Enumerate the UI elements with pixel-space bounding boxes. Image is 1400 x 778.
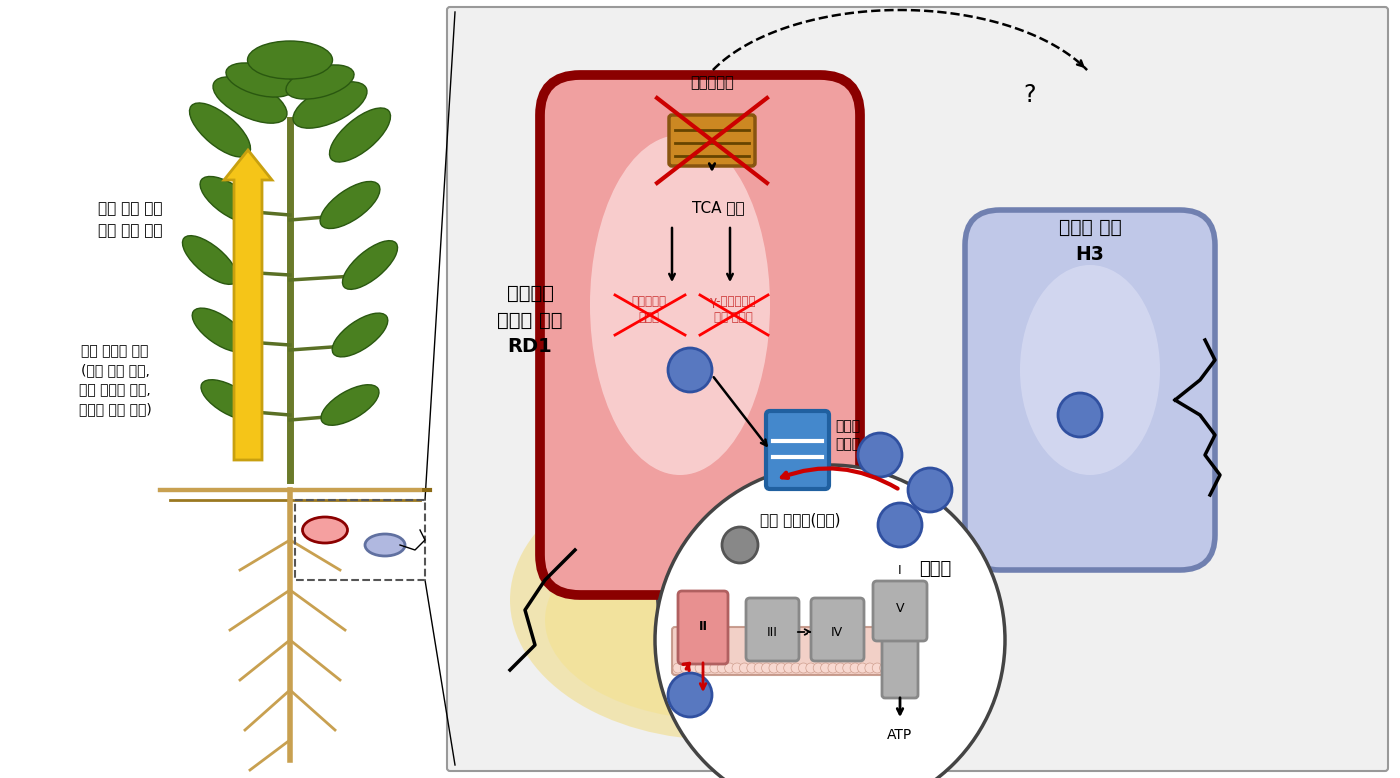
Ellipse shape — [321, 385, 379, 426]
Ellipse shape — [302, 517, 347, 543]
Ellipse shape — [589, 135, 770, 475]
Circle shape — [668, 348, 713, 392]
Circle shape — [739, 663, 749, 673]
Ellipse shape — [248, 41, 333, 79]
Text: TCA 회로: TCA 회로 — [692, 200, 745, 215]
FancyBboxPatch shape — [874, 581, 927, 641]
Text: 난배양성
수혜자 세균
RD1: 난배양성 수혜자 세균 RD1 — [497, 284, 563, 356]
Circle shape — [798, 663, 808, 673]
Circle shape — [865, 663, 875, 673]
Circle shape — [791, 663, 801, 673]
Circle shape — [696, 663, 706, 673]
Circle shape — [668, 673, 713, 717]
Circle shape — [680, 663, 690, 673]
Circle shape — [722, 527, 757, 563]
Circle shape — [858, 433, 902, 477]
Ellipse shape — [321, 181, 379, 229]
Ellipse shape — [545, 520, 895, 720]
Circle shape — [857, 663, 868, 673]
Text: ATP: ATP — [888, 728, 913, 742]
Ellipse shape — [225, 63, 294, 97]
Circle shape — [703, 663, 713, 673]
Circle shape — [872, 663, 882, 673]
FancyBboxPatch shape — [669, 115, 755, 166]
Text: II: II — [699, 621, 707, 633]
Circle shape — [1058, 393, 1102, 437]
Circle shape — [732, 663, 742, 673]
Text: 전자 전달계(호흡): 전자 전달계(호흡) — [760, 513, 840, 527]
Ellipse shape — [329, 108, 391, 162]
Circle shape — [769, 663, 778, 673]
Text: γ-아미노뷰티
르산 우회로: γ-아미노뷰티 르산 우회로 — [710, 295, 756, 324]
Circle shape — [836, 663, 846, 673]
Ellipse shape — [343, 240, 398, 289]
Ellipse shape — [365, 534, 405, 556]
Ellipse shape — [286, 65, 354, 99]
Ellipse shape — [182, 236, 238, 284]
Circle shape — [710, 663, 720, 673]
Circle shape — [784, 663, 794, 673]
Ellipse shape — [202, 380, 259, 420]
Circle shape — [827, 663, 839, 673]
Circle shape — [777, 663, 787, 673]
Circle shape — [909, 468, 952, 512]
Text: 식물 면역 증진
식물 생육 촉진: 식물 면역 증진 식물 생육 촉진 — [98, 202, 162, 239]
Text: 숙신산: 숙신산 — [918, 560, 951, 578]
Circle shape — [687, 663, 697, 673]
Ellipse shape — [293, 82, 367, 128]
FancyBboxPatch shape — [766, 411, 829, 489]
Text: I: I — [899, 563, 902, 576]
Text: 양분수송체: 양분수송체 — [690, 75, 734, 90]
Ellipse shape — [189, 103, 251, 157]
FancyBboxPatch shape — [678, 591, 728, 664]
FancyBboxPatch shape — [965, 210, 1215, 570]
Ellipse shape — [510, 460, 930, 740]
Circle shape — [820, 663, 830, 673]
FancyBboxPatch shape — [672, 627, 897, 675]
Text: 도우미 세균
H3: 도우미 세균 H3 — [1058, 218, 1121, 264]
Ellipse shape — [213, 77, 287, 123]
Circle shape — [725, 663, 735, 673]
Circle shape — [655, 465, 1005, 778]
Circle shape — [673, 663, 683, 673]
Circle shape — [878, 503, 923, 547]
FancyBboxPatch shape — [746, 598, 799, 661]
Circle shape — [888, 663, 897, 673]
Circle shape — [879, 663, 889, 673]
Text: 뿌리 정착력 증가
(세균 생장 증가,
세균 운동성 증가,
생물막 형성 증가): 뿌리 정착력 증가 (세균 생장 증가, 세균 운동성 증가, 생물막 형성 증… — [78, 344, 151, 416]
Circle shape — [746, 663, 757, 673]
Text: IV: IV — [832, 626, 843, 639]
Circle shape — [755, 663, 764, 673]
Text: 숙신산
수송체: 숙신산 수송체 — [834, 419, 860, 451]
Ellipse shape — [332, 313, 388, 357]
Circle shape — [717, 663, 727, 673]
Circle shape — [806, 663, 816, 673]
FancyBboxPatch shape — [447, 7, 1387, 771]
FancyBboxPatch shape — [882, 632, 918, 698]
Circle shape — [843, 663, 853, 673]
Circle shape — [762, 663, 771, 673]
Ellipse shape — [192, 308, 248, 352]
Text: III: III — [767, 626, 777, 639]
FancyBboxPatch shape — [811, 598, 864, 661]
FancyBboxPatch shape — [540, 75, 860, 595]
Circle shape — [850, 663, 860, 673]
Circle shape — [813, 663, 823, 673]
Ellipse shape — [1021, 265, 1161, 475]
FancyArrow shape — [224, 150, 272, 460]
Text: 글라옥실산
우회로: 글라옥실산 우회로 — [631, 295, 666, 324]
Text: V: V — [896, 601, 904, 615]
Text: ?: ? — [1023, 83, 1036, 107]
Ellipse shape — [200, 177, 260, 223]
